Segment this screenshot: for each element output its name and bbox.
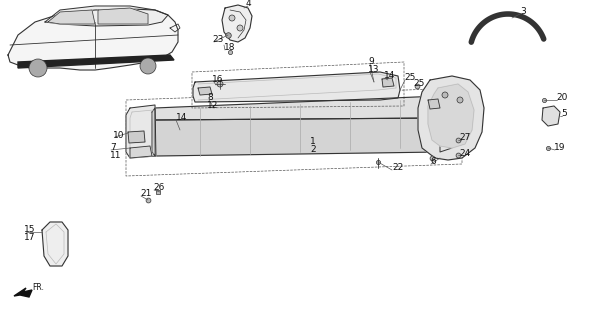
Text: 23: 23 [212, 36, 224, 44]
Text: 2: 2 [310, 146, 315, 155]
Text: 13: 13 [368, 66, 380, 75]
Circle shape [229, 15, 235, 21]
Polygon shape [126, 105, 156, 158]
Circle shape [217, 81, 223, 87]
Polygon shape [428, 84, 474, 148]
Text: 20: 20 [556, 93, 568, 102]
Circle shape [29, 59, 47, 77]
Polygon shape [152, 108, 155, 156]
Polygon shape [45, 6, 168, 26]
Polygon shape [428, 99, 440, 109]
Text: 25: 25 [404, 74, 415, 83]
Polygon shape [152, 96, 452, 120]
Text: 21: 21 [140, 189, 151, 198]
Text: 10: 10 [113, 131, 125, 140]
Polygon shape [18, 55, 174, 68]
Polygon shape [418, 76, 484, 160]
Polygon shape [382, 78, 394, 87]
Polygon shape [152, 118, 452, 156]
Text: 22: 22 [392, 164, 403, 172]
Text: 15: 15 [24, 226, 36, 235]
Polygon shape [48, 10, 95, 24]
Text: 1: 1 [310, 138, 315, 147]
Text: 19: 19 [554, 143, 566, 153]
Circle shape [237, 25, 243, 31]
Text: 14: 14 [176, 114, 187, 123]
Text: 27: 27 [459, 133, 470, 142]
Polygon shape [130, 146, 152, 158]
Polygon shape [440, 116, 452, 152]
Polygon shape [14, 288, 32, 297]
Polygon shape [198, 87, 212, 95]
Text: 9: 9 [368, 58, 374, 67]
Text: FR.: FR. [32, 283, 44, 292]
Circle shape [140, 58, 156, 74]
Text: 17: 17 [24, 234, 36, 243]
Text: 24: 24 [459, 148, 470, 157]
Polygon shape [98, 8, 148, 24]
Circle shape [457, 97, 463, 103]
Text: 16: 16 [212, 76, 224, 84]
Circle shape [442, 92, 448, 98]
Polygon shape [8, 9, 178, 70]
Polygon shape [193, 72, 400, 102]
Text: 11: 11 [110, 151, 122, 161]
Text: 8: 8 [207, 93, 213, 102]
Polygon shape [222, 5, 252, 42]
Polygon shape [542, 106, 560, 126]
Text: 26: 26 [153, 183, 164, 193]
Text: 18: 18 [224, 44, 235, 52]
Text: 14: 14 [384, 71, 396, 81]
Text: 7: 7 [110, 143, 116, 153]
Text: 4: 4 [245, 0, 251, 9]
Text: 3: 3 [520, 7, 526, 17]
Polygon shape [128, 131, 145, 143]
Text: 6: 6 [430, 157, 436, 166]
Polygon shape [42, 222, 68, 266]
Text: 12: 12 [207, 101, 218, 110]
Text: 25: 25 [413, 79, 425, 89]
Text: 5: 5 [561, 109, 567, 118]
